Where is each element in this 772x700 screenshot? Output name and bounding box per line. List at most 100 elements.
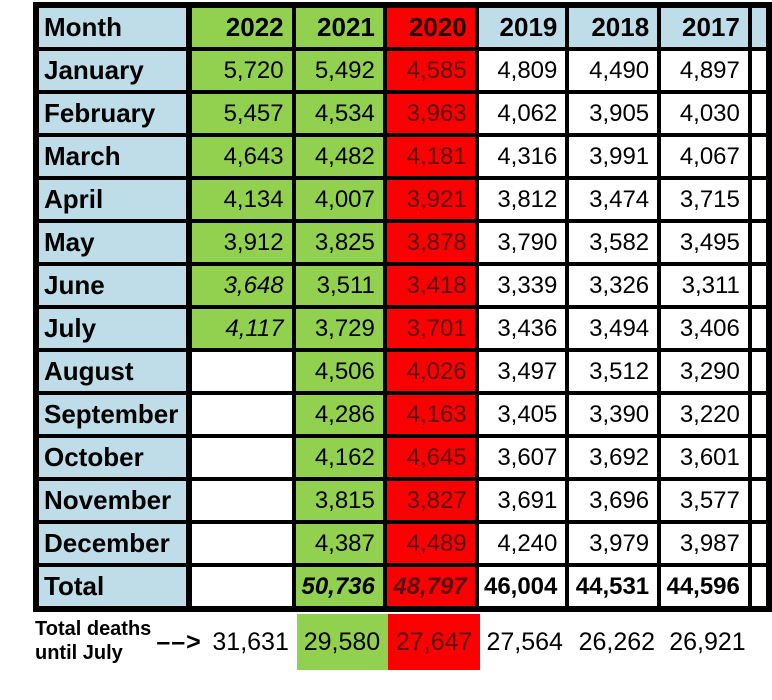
cell-december-2019: 4,240	[474, 520, 570, 567]
footer-value-2018: 26,262	[578, 627, 656, 656]
table-row: November 3,815 3,827 3,691 3,696 3,577	[33, 477, 772, 524]
footer-value-2019: 27,564	[486, 627, 563, 656]
footer-label-line2: until July	[35, 642, 123, 664]
column-header-2017: 2017	[657, 3, 752, 51]
row-label-november: November	[33, 477, 193, 524]
cell-total-2017: 44,596	[657, 563, 752, 611]
header-row: Month 2022 2021 2020 2019 2018 2017	[33, 3, 772, 51]
cell-february-2020: 3,963	[382, 90, 479, 137]
cell-january-2021: 5,492	[291, 47, 387, 94]
arrow-right-icon: ––>	[156, 627, 202, 656]
cell-june-2021: 3,511	[291, 262, 387, 309]
cell-august-2019: 3,497	[474, 348, 570, 395]
table-row: October 4,162 4,645 3,607 3,692 3,601	[33, 434, 772, 481]
totals-until-july-row: Total deaths until July ––> 31,631 29,58…	[33, 614, 772, 670]
cell-november-2017: 3,577	[657, 477, 752, 524]
cell-july-2017: 3,406	[657, 305, 752, 352]
cell-september-cutoff	[747, 391, 772, 438]
cell-august-2018: 3,512	[565, 348, 662, 395]
cell-december-2022	[187, 520, 296, 567]
table-row: Total 50,736 48,797 46,004 44,531 44,596	[33, 563, 772, 611]
cell-april-2021: 4,007	[291, 176, 387, 223]
column-header-2019: 2019	[474, 3, 570, 51]
cell-october-2018: 3,692	[565, 434, 662, 481]
cell-september-2022	[187, 391, 296, 438]
column-header-2022: 2022	[187, 3, 296, 51]
cell-november-2022	[187, 477, 296, 524]
cell-total-2022	[187, 563, 296, 611]
row-label-july: July	[33, 305, 193, 352]
footer-value-2022: 31,631	[212, 627, 289, 656]
cell-august-2021: 4,506	[291, 348, 387, 395]
cell-january-2020: 4,585	[382, 47, 479, 94]
cell-october-2019: 3,607	[474, 434, 570, 481]
cell-february-2021: 4,534	[291, 90, 387, 137]
cell-january-2018: 4,490	[565, 47, 662, 94]
cell-january-2017: 4,897	[657, 47, 752, 94]
cell-october-2021: 4,162	[291, 434, 387, 481]
cell-july-2020: 3,701	[382, 305, 479, 352]
row-label-september: September	[33, 391, 193, 438]
cell-march-2019: 4,316	[474, 133, 570, 180]
cell-total-2018: 44,531	[565, 563, 662, 611]
column-header-cutoff	[747, 3, 772, 51]
cell-march-2020: 4,181	[382, 133, 479, 180]
cell-february-2017: 4,030	[657, 90, 752, 137]
cell-september-2018: 3,390	[565, 391, 662, 438]
cell-november-2019: 3,691	[474, 477, 570, 524]
column-header-month: Month	[33, 3, 193, 51]
cell-august-2017: 3,290	[657, 348, 752, 395]
cell-total-cutoff	[747, 563, 772, 611]
cell-august-2022	[187, 348, 296, 395]
cell-may-2018: 3,582	[565, 219, 662, 266]
cell-april-2020: 3,921	[382, 176, 479, 223]
monthly-deaths-table: Month 2022 2021 2020 2019 2018 2017 January 5,7…	[33, 2, 772, 612]
cell-total-2021: 50,736	[291, 563, 387, 611]
row-label-october: October	[33, 434, 193, 481]
row-label-june: June	[33, 262, 193, 309]
cell-september-2020: 4,163	[382, 391, 479, 438]
cell-april-2022: 4,134	[187, 176, 296, 223]
cell-july-2021: 3,729	[291, 305, 387, 352]
table-row: March 4,643 4,482 4,181 4,316 3,991 4,067	[33, 133, 772, 180]
row-label-february: February	[33, 90, 193, 137]
table-row: July 4,117 3,729 3,701 3,436 3,494 3,406	[33, 305, 772, 352]
cell-august-cutoff	[747, 348, 772, 395]
cell-march-cutoff	[747, 133, 772, 180]
cell-march-2018: 3,991	[565, 133, 662, 180]
cell-february-2018: 3,905	[565, 90, 662, 137]
cell-may-cutoff	[747, 219, 772, 266]
cell-february-2019: 4,062	[474, 90, 570, 137]
cell-december-cutoff	[747, 520, 772, 567]
cell-january-2022: 5,720	[187, 47, 296, 94]
cell-december-2020: 4,489	[382, 520, 479, 567]
cell-may-2020: 3,878	[382, 219, 479, 266]
cell-june-2020: 3,418	[382, 262, 479, 309]
table-body: January 5,720 5,492 4,585 4,809 4,490 4,897 Feb…	[33, 47, 772, 611]
row-label-total: Total	[33, 563, 193, 611]
table-row: April 4,134 4,007 3,921 3,812 3,474 3,715	[33, 176, 772, 223]
footer-value-2021: 29,580	[296, 614, 389, 670]
cell-september-2017: 3,220	[657, 391, 752, 438]
table-row: January 5,720 5,492 4,585 4,809 4,490 4,897	[33, 47, 772, 94]
cell-july-2019: 3,436	[474, 305, 570, 352]
cell-july-2018: 3,494	[565, 305, 662, 352]
cell-january-2019: 4,809	[474, 47, 570, 94]
cell-july-2022: 4,117	[187, 305, 296, 352]
deaths-table-container: Month 2022 2021 2020 2019 2018 2017 January 5,7…	[33, 2, 772, 670]
footer-cell-cutoff	[754, 614, 772, 670]
cell-october-2022	[187, 434, 296, 481]
cell-december-2018: 3,979	[565, 520, 662, 567]
cell-may-2019: 3,790	[474, 219, 570, 266]
cell-june-cutoff	[747, 262, 772, 309]
cell-november-2020: 3,827	[382, 477, 479, 524]
cell-total-2020: 48,797	[382, 563, 479, 611]
table-row: May 3,912 3,825 3,878 3,790 3,582 3,495	[33, 219, 772, 266]
cell-april-2018: 3,474	[565, 176, 662, 223]
cell-july-cutoff	[747, 305, 772, 352]
cell-june-2019: 3,339	[474, 262, 570, 309]
cell-june-2017: 3,311	[657, 262, 752, 309]
cell-march-2021: 4,482	[291, 133, 387, 180]
table-row: December 4,387 4,489 4,240 3,979 3,987	[33, 520, 772, 567]
footer-value-2017: 26,921	[669, 627, 746, 656]
